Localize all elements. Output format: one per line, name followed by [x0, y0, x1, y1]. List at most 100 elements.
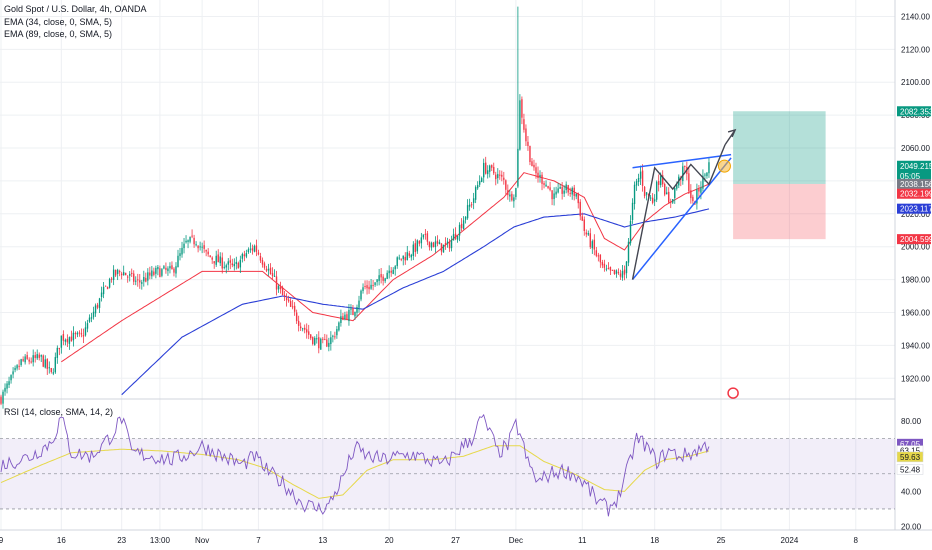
candle-body: [346, 314, 348, 320]
candle-body: [452, 234, 455, 241]
candle-body: [167, 268, 169, 272]
candle-body: [261, 260, 264, 265]
candle-body: [478, 180, 481, 185]
candle-body: [410, 254, 413, 258]
candle-body: [354, 311, 356, 317]
candle-body: [86, 323, 89, 329]
candle-body: [633, 184, 636, 205]
candle-body: [108, 279, 111, 288]
candle-body: [336, 329, 338, 336]
price-tag-label: 2023.117: [900, 205, 932, 214]
candle-body: [611, 269, 614, 271]
rsi-tag: [896, 451, 924, 463]
candle-body: [682, 166, 684, 182]
price-tag-label: 2004.599: [900, 235, 932, 244]
candle-body: [245, 253, 248, 257]
projection-arrow-head: [727, 128, 737, 138]
candle-body: [159, 268, 161, 278]
breakout-marker: [717, 159, 731, 173]
ema34-line: [61, 172, 710, 363]
candle-body: [386, 272, 388, 279]
time-tick: 7: [256, 536, 261, 545]
time-tick: Dec: [509, 536, 523, 545]
rsi-ma-line: [0, 445, 710, 499]
candle-body: [320, 338, 322, 350]
candle-body: [547, 186, 549, 188]
candle-body: [312, 337, 314, 344]
candle-body: [243, 254, 246, 257]
candle-body: [301, 328, 304, 330]
candle-body: [177, 255, 179, 268]
candle-body: [507, 190, 509, 196]
candle-body: [670, 201, 672, 203]
candle-body: [145, 277, 147, 282]
candle-body: [372, 285, 374, 287]
candle-body: [394, 266, 396, 270]
candle-body: [583, 219, 585, 231]
time-tick: 25: [717, 536, 726, 545]
price-tick: 1940.00: [901, 341, 930, 350]
rsi-tag-label: 63.15: [900, 447, 921, 456]
candle-body: [645, 192, 648, 195]
candle-body: [273, 275, 276, 277]
candle-body: [653, 199, 656, 202]
candle-body: [287, 299, 290, 302]
candle-body: [639, 171, 642, 179]
candle-body: [569, 192, 571, 194]
ema89-legend[interactable]: EMA (89, close, 0, SMA, 5): [4, 29, 113, 39]
candle-body: [464, 216, 467, 220]
candle-body: [448, 242, 451, 249]
candle-body: [116, 269, 119, 274]
candle-body: [344, 314, 346, 319]
symbol-title[interactable]: Gold Spot / U.S. Dollar, 4h, OANDA: [4, 4, 147, 14]
candle-body: [84, 327, 87, 336]
candle-body: [124, 272, 127, 276]
candle-body: [139, 280, 141, 283]
candle-body: [549, 187, 551, 191]
candle-body: [30, 361, 32, 363]
candle-body: [203, 245, 205, 249]
candle-body: [579, 201, 581, 217]
candle-body: [110, 278, 113, 280]
candle-body: [460, 223, 463, 229]
candle-body: [577, 193, 579, 204]
time-tick: 18: [650, 536, 659, 545]
candle-body: [225, 265, 227, 268]
price-tag: [897, 234, 931, 245]
rsi-tick: 80.00: [901, 417, 922, 426]
candle-body: [14, 367, 16, 371]
candle-body: [493, 166, 495, 174]
candle-body: [581, 216, 583, 221]
candle-body: [356, 306, 358, 313]
candle-body: [52, 372, 55, 374]
candle-body: [219, 256, 221, 264]
price-tick: 1980.00: [901, 276, 930, 285]
candle-body: [64, 339, 67, 342]
candle-body: [207, 251, 209, 255]
candle-body: [350, 308, 352, 310]
event-flag-icon: [727, 387, 739, 399]
candle-body: [291, 306, 294, 308]
candle-body: [390, 270, 392, 273]
candle-body: [436, 240, 439, 244]
candle-body: [191, 235, 193, 237]
candle-body: [426, 233, 429, 242]
ema34-legend[interactable]: EMA (34, close, 0, SMA, 5): [4, 17, 113, 27]
candle-body: [16, 365, 18, 369]
candle-body: [617, 272, 620, 274]
candle-body: [539, 174, 541, 177]
candle-body: [553, 193, 555, 200]
candle-body: [318, 337, 320, 349]
triangle-lower-line: [631, 157, 732, 281]
candle-body: [102, 286, 105, 295]
candle-body: [641, 170, 644, 186]
candle-body: [201, 246, 203, 248]
candle-body: [277, 286, 280, 290]
candle-body: [708, 162, 710, 174]
time-tick: 13: [318, 536, 327, 545]
rsi-legend[interactable]: RSI (14, close, SMA, 14, 2): [4, 407, 114, 417]
candle-body: [382, 276, 384, 281]
candle-body: [527, 141, 529, 147]
